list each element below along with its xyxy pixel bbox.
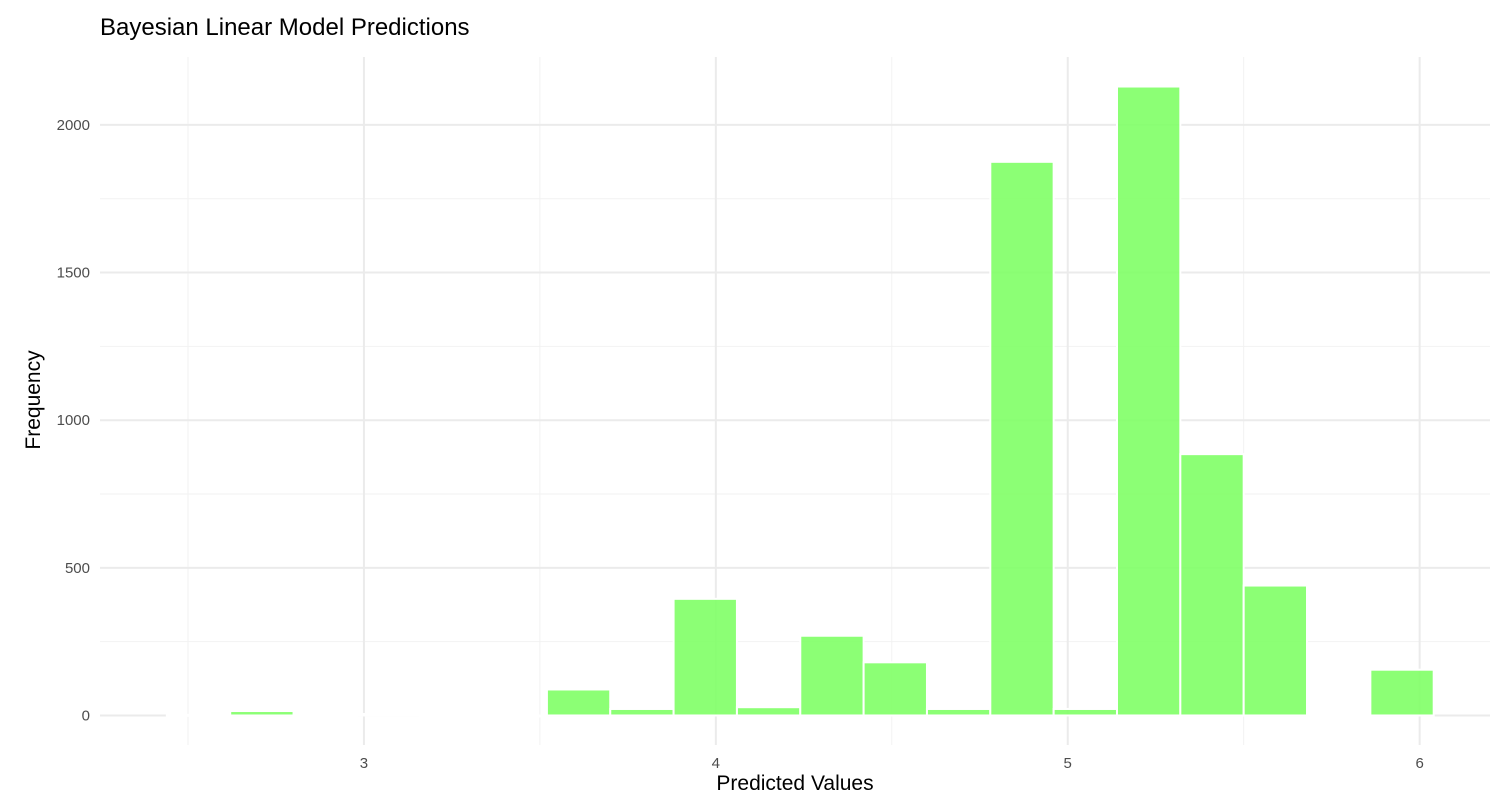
histogram-bar: [862, 661, 928, 717]
histogram-bar: [1115, 85, 1182, 717]
histogram-bar: [355, 712, 422, 717]
histogram-bar: [165, 713, 232, 717]
x-tick-label: 3: [360, 755, 368, 772]
y-axis-label: Frequency: [22, 350, 45, 450]
y-tick-label: 1000: [57, 412, 90, 429]
x-tick-label: 6: [1415, 755, 1423, 772]
bars: [165, 85, 1435, 718]
histogram-bar: [545, 688, 612, 717]
y-tick-label: 500: [65, 560, 90, 577]
x-tick-label: 5: [1064, 755, 1072, 772]
histogram-bar: [1052, 707, 1118, 717]
histogram-bar: [1242, 584, 1309, 717]
x-axis-label: Predicted Values: [716, 772, 874, 795]
histogram-bar: [292, 714, 358, 718]
histogram-bar: [799, 634, 865, 717]
histogram-bar: [989, 160, 1055, 717]
histogram-bar: [229, 710, 295, 717]
y-tick-labels: 0 500 1000 1500 2000: [57, 117, 90, 725]
minor-grid: [100, 57, 1490, 745]
x-tick-label: 4: [712, 755, 720, 772]
histogram-bar: [1306, 714, 1372, 718]
histogram-bar: [1179, 453, 1245, 717]
histogram-bar: [609, 707, 675, 717]
y-tick-label: 2000: [57, 117, 90, 134]
histogram-bar: [482, 714, 548, 718]
histogram-bar: [1369, 668, 1435, 717]
y-tick-label: 0: [82, 707, 90, 724]
histogram-bar: [735, 706, 802, 717]
chart-title: Bayesian Linear Model Predictions: [100, 14, 470, 41]
y-tick-label: 1500: [57, 265, 90, 282]
histogram-bar: [672, 597, 738, 717]
x-tick-labels: 3 4 5 6: [360, 755, 1424, 772]
histogram-bar: [925, 707, 992, 717]
histogram-bar: [419, 714, 485, 718]
